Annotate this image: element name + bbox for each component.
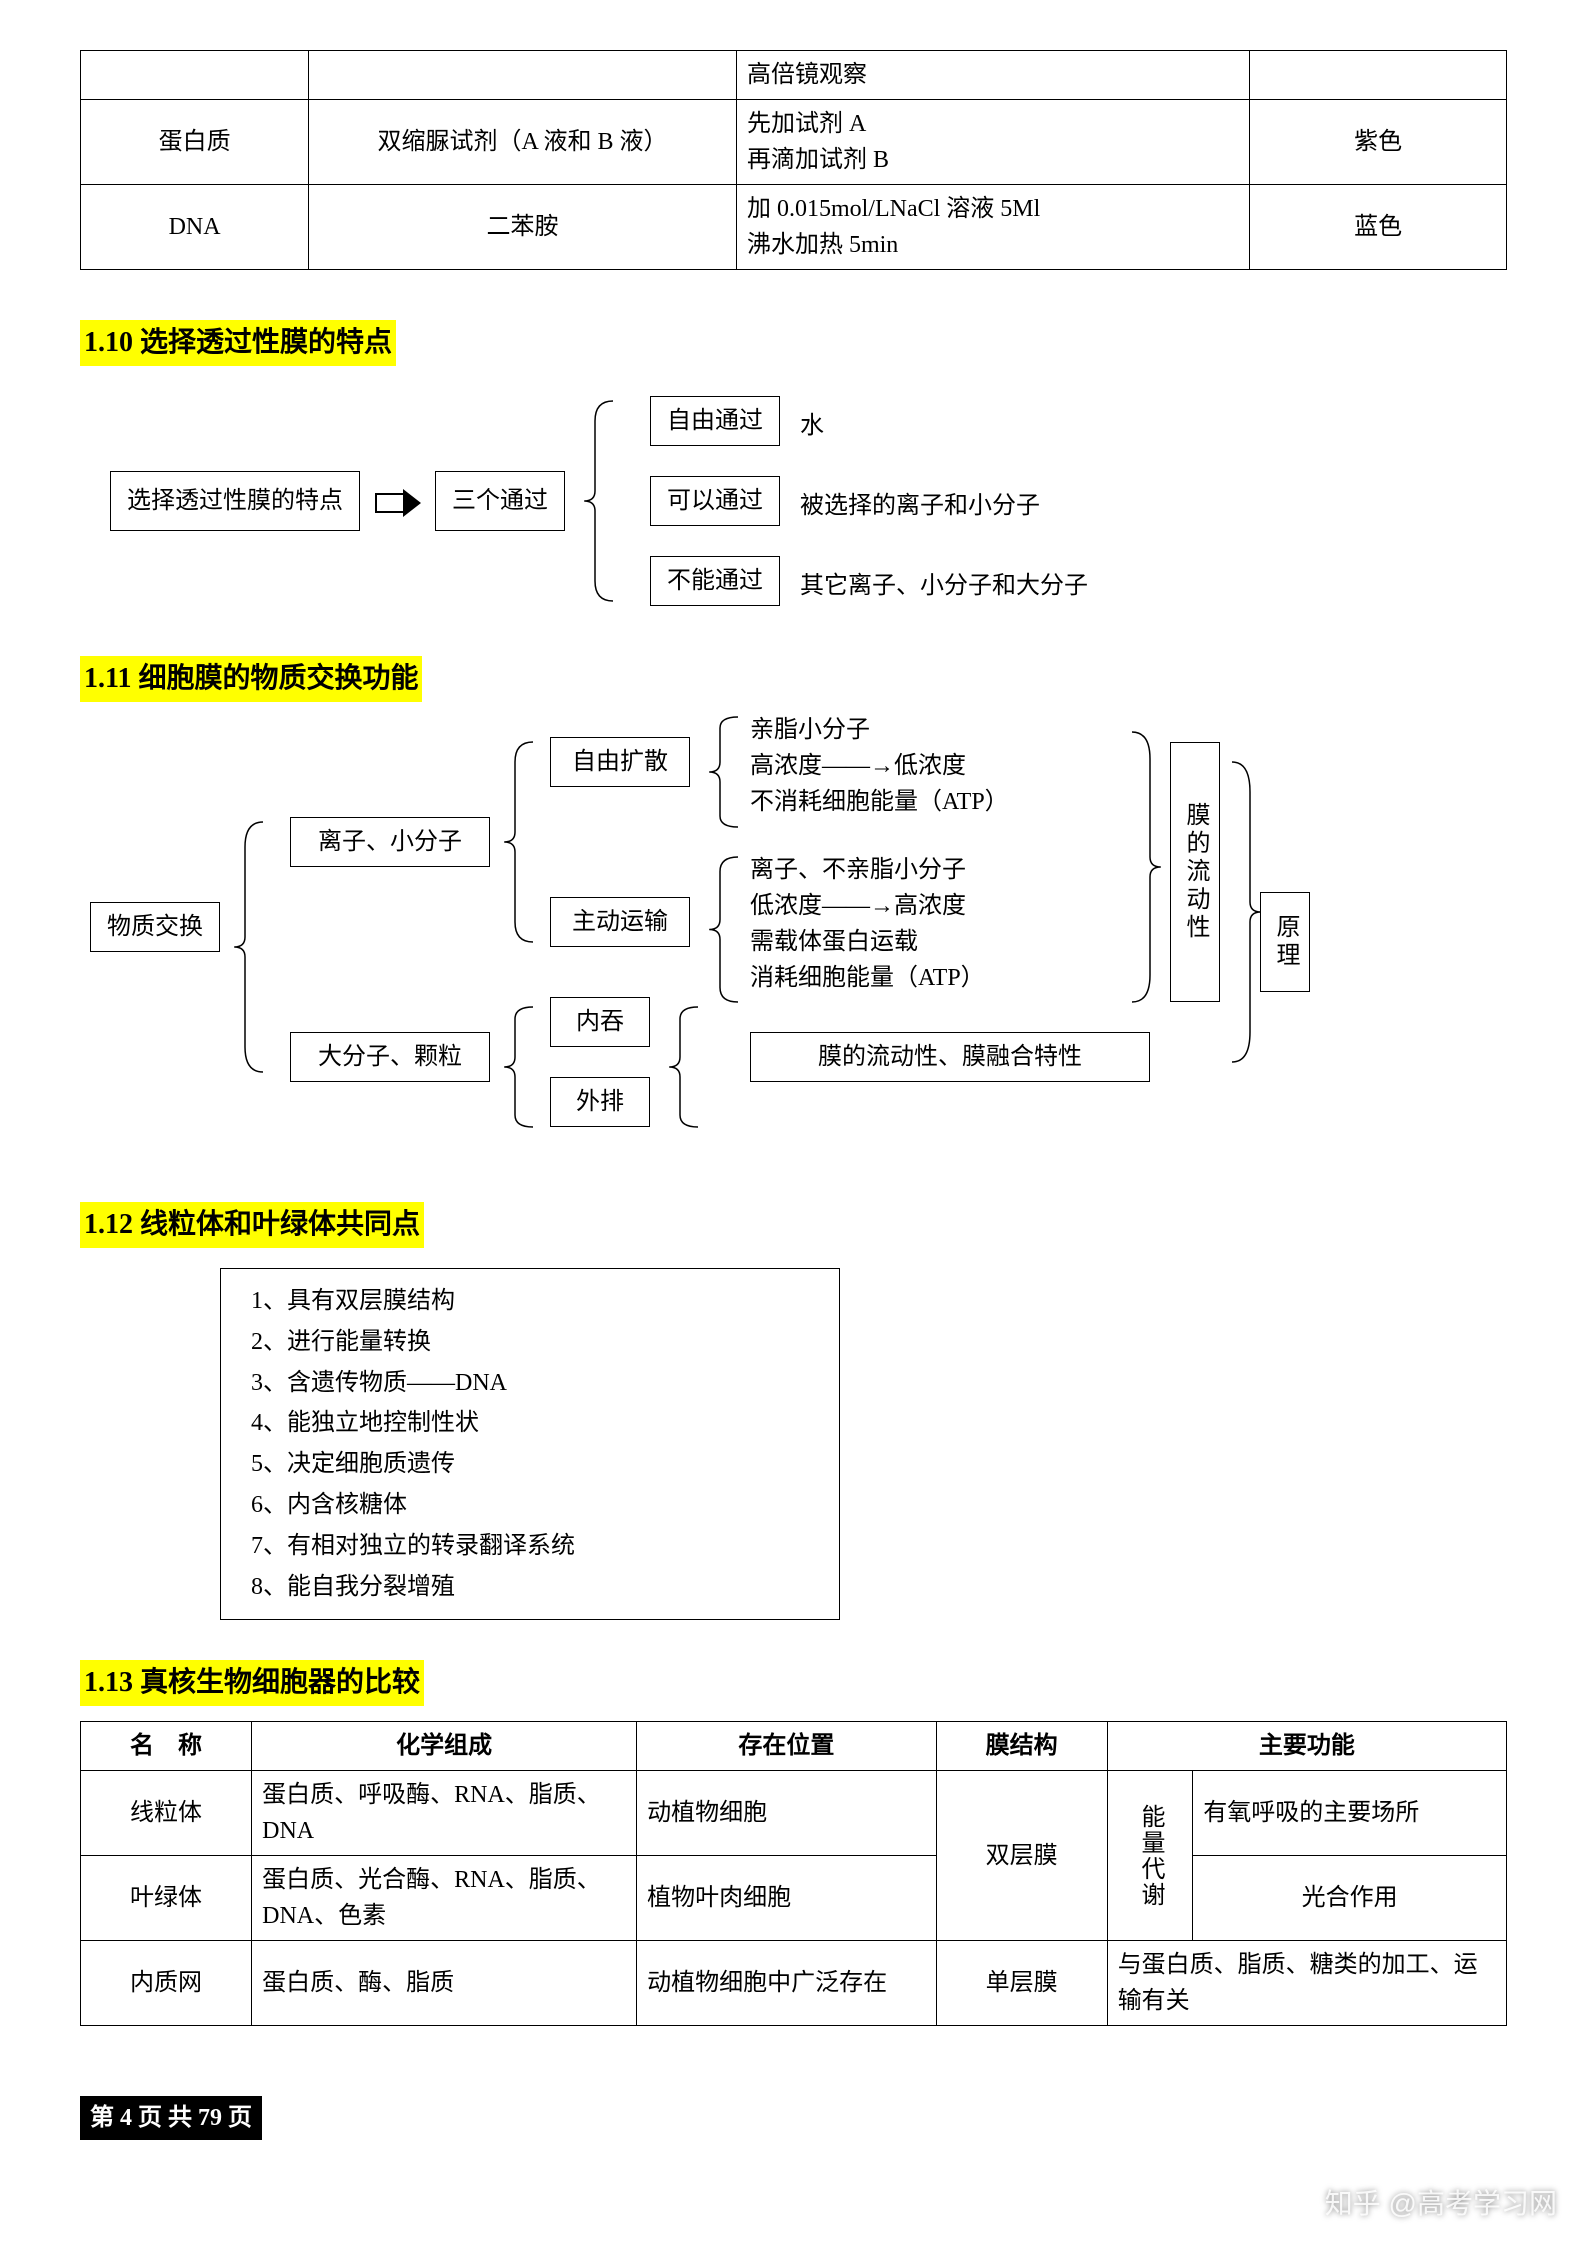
list-1-12: 1、具有双层膜结构2、进行能量转换3、含遗传物质——DNA4、能独立地控制性状5…: [220, 1268, 840, 1620]
table-header: 名 称: [81, 1722, 252, 1771]
organelle-table: 名 称化学组成存在位置膜结构主要功能线粒体蛋白质、呼吸酶、RNA、脂质、DNA动…: [80, 1721, 1507, 2026]
flow-box: 可以通过: [650, 476, 780, 526]
cell: 叶绿体: [81, 1856, 252, 1941]
heading-1-13: 1.13 真核生物细胞器的比较: [80, 1660, 424, 1706]
table1-cell: 紫色: [1250, 100, 1507, 185]
section-1-10: 1.10 选择透过性膜的特点 选择透过性膜的特点 三个通过 自由通过水可以通过被选择…: [80, 320, 1507, 616]
table1-cell: [81, 51, 309, 100]
cell: 单层膜: [936, 1941, 1107, 2026]
cell: 双层膜: [936, 1771, 1107, 1941]
list-item: 1、具有双层膜结构: [251, 1281, 809, 1322]
reagent-table: 高倍镜观察蛋白质双缩脲试剂（A 液和 B 液）先加试剂 A再滴加试剂 B紫色 DN…: [80, 50, 1507, 270]
heading-1-12: 1.12 线粒体和叶绿体共同点: [80, 1202, 424, 1248]
table1-cell: 二苯胺: [309, 185, 737, 270]
flow-box: 三个通过: [435, 471, 565, 531]
table-header: 存在位置: [637, 1722, 936, 1771]
table-header: 膜结构: [936, 1722, 1107, 1771]
flow-label: 亲脂小分子高浓度——→低浓度不消耗细胞能量（ATP）: [750, 712, 1009, 820]
flow-box: 主动运输: [550, 897, 690, 947]
cell: 蛋白质、光合酶、RNA、脂质、DNA、色素: [252, 1856, 637, 1941]
table1-cell: 加 0.015mol/LNaCl 溶液 5Ml沸水加热 5min: [736, 185, 1249, 270]
heading-1-10: 1.10 选择透过性膜的特点: [80, 320, 396, 366]
cell: 有氧呼吸的主要场所: [1193, 1771, 1507, 1856]
page-footer: 第 4 页 共 79 页: [80, 2096, 262, 2140]
arrow-icon: [375, 489, 421, 517]
flow-box: 自由扩散: [550, 737, 690, 787]
flow-label: 离子、不亲脂小分子低浓度——→高浓度需载体蛋白运载消耗细胞能量（ATP）: [750, 852, 985, 996]
list-item: 2、进行能量转换: [251, 1322, 809, 1363]
table1-cell: 蛋白质: [81, 100, 309, 185]
flow-box: 膜的流动性、膜融合特性: [750, 1032, 1150, 1082]
heading-1-11: 1.11 细胞膜的物质交换功能: [80, 656, 422, 702]
flow-box: 离子、小分子: [290, 817, 490, 867]
flow-label: 其它离子、小分子和大分子: [800, 568, 1088, 604]
table-header: 化学组成: [252, 1722, 637, 1771]
flow-label: 被选择的离子和小分子: [800, 488, 1040, 524]
section-1-13: 1.13 真核生物细胞器的比较 名 称化学组成存在位置膜结构主要功能线粒体蛋白质…: [80, 1660, 1507, 2026]
table-header: 主要功能: [1107, 1722, 1506, 1771]
flow-box: 外排: [550, 1077, 650, 1127]
flow-box: 物质交换: [90, 902, 220, 952]
cell: 线粒体: [81, 1771, 252, 1856]
flow-box: 膜的流动性: [1170, 742, 1220, 1002]
flow-box: 内吞: [550, 997, 650, 1047]
table1-cell: [1250, 51, 1507, 100]
cell: 蛋白质、酶、脂质: [252, 1941, 637, 2026]
list-item: 8、能自我分裂增殖: [251, 1567, 809, 1608]
flow-label: 水: [800, 408, 824, 444]
list-item: 7、有相对独立的转录翻译系统: [251, 1526, 809, 1567]
cell: 光合作用: [1193, 1856, 1507, 1941]
flow-box: 大分子、颗粒: [290, 1032, 490, 1082]
table1-cell: DNA: [81, 185, 309, 270]
flow-box: 选择透过性膜的特点: [110, 471, 360, 531]
table1-cell: 先加试剂 A再滴加试剂 B: [736, 100, 1249, 185]
cell: 能量代谢: [1107, 1771, 1193, 1941]
cell: 与蛋白质、脂质、糖类的加工、运输有关: [1107, 1941, 1506, 2026]
table1-cell: [309, 51, 737, 100]
section-1-12: 1.12 线粒体和叶绿体共同点 1、具有双层膜结构2、进行能量转换3、含遗传物质…: [80, 1202, 1507, 1620]
list-item: 6、内含核糖体: [251, 1485, 809, 1526]
list-item: 5、决定细胞质遗传: [251, 1444, 809, 1485]
section-1-11: 1.11 细胞膜的物质交换功能 物质交换 离子、小分子大分子、颗粒 自由扩散主动运输…: [80, 656, 1507, 1162]
table1-cell: 蓝色: [1250, 185, 1507, 270]
list-item: 3、含遗传物质——DNA: [251, 1363, 809, 1404]
flow-box: 不能通过: [650, 556, 780, 606]
cell: 动植物细胞: [637, 1771, 936, 1856]
cell: 蛋白质、呼吸酶、RNA、脂质、DNA: [252, 1771, 637, 1856]
watermark: 知乎 @高考学习网: [1325, 2183, 1557, 2225]
table1-cell: 高倍镜观察: [736, 51, 1249, 100]
cell: 动植物细胞中广泛存在: [637, 1941, 936, 2026]
flow-box: 原理: [1260, 892, 1310, 992]
cell: 植物叶肉细胞: [637, 1856, 936, 1941]
cell: 内质网: [81, 1941, 252, 2026]
list-item: 4、能独立地控制性状: [251, 1403, 809, 1444]
flow-box: 自由通过: [650, 396, 780, 446]
table1-cell: 双缩脲试剂（A 液和 B 液）: [309, 100, 737, 185]
